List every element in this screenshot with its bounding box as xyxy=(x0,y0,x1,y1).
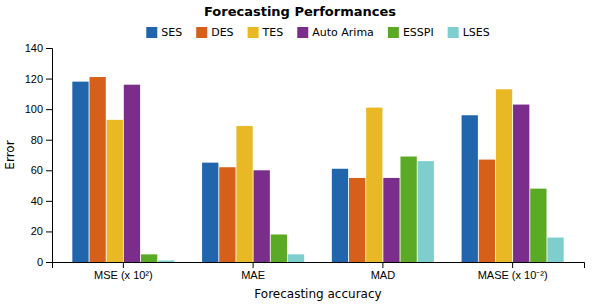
x-tick: MAE xyxy=(241,262,265,281)
bar xyxy=(158,260,174,262)
series xyxy=(158,161,564,262)
tick-label: 40 xyxy=(31,195,43,207)
bar xyxy=(418,161,434,262)
legend-label: DES xyxy=(211,26,233,39)
y-tick: 40 xyxy=(31,195,52,207)
tick-mark xyxy=(46,231,52,232)
bar xyxy=(366,108,382,262)
tick-label: MAE xyxy=(241,269,265,281)
legend-label: LSES xyxy=(463,26,490,39)
bar xyxy=(271,234,287,262)
plot-area: 0 20 40 60 80 100 120 140 MSE (x 10²) MAE MAD MASE … xyxy=(25,42,585,281)
title: Forecasting Performances xyxy=(204,4,396,19)
legend-item: TES xyxy=(248,26,284,39)
legend-item: ESSPI xyxy=(388,26,434,39)
tick-mark xyxy=(123,262,124,268)
tick-mark xyxy=(253,262,254,268)
bar xyxy=(141,254,157,262)
bar xyxy=(513,105,529,262)
y-tick: 140 xyxy=(25,42,52,54)
legend-swatch xyxy=(146,27,157,38)
tick-mark xyxy=(46,140,52,141)
bar xyxy=(288,254,304,262)
bar xyxy=(400,157,416,262)
tick-label: MSE (x 10²) xyxy=(94,269,153,281)
x-tick: MASE (x 10⁻²) xyxy=(478,262,548,281)
y-tick: 20 xyxy=(31,225,52,237)
bar xyxy=(89,77,105,262)
tick-label: 60 xyxy=(31,164,43,176)
legend-swatch xyxy=(388,27,399,38)
legend-label: Auto Arima xyxy=(312,26,374,39)
tick-label: 0 xyxy=(37,256,43,268)
bar xyxy=(236,126,252,262)
legend-item: LSES xyxy=(448,26,490,39)
tick-mark xyxy=(46,262,52,263)
bar xyxy=(72,82,88,262)
bar xyxy=(219,167,235,262)
series xyxy=(72,82,478,262)
x-tick: MSE (x 10²) xyxy=(94,262,153,281)
bar xyxy=(462,115,478,262)
x-tick: MAD xyxy=(371,262,396,281)
y-tick: 120 xyxy=(25,73,52,85)
bar xyxy=(349,178,365,262)
x-axis: MSE (x 10²) MAE MAD MASE (x 10⁻²) xyxy=(53,262,585,281)
legend-label: TES xyxy=(262,26,284,39)
legend-swatch xyxy=(297,27,308,38)
tick-mark xyxy=(512,262,513,268)
tick-label: MASE (x 10⁻²) xyxy=(478,269,548,281)
legend-item: SES xyxy=(146,26,182,39)
tick-label: MAD xyxy=(371,269,396,281)
bar xyxy=(496,89,512,262)
legend-label: SES xyxy=(161,26,182,39)
tick-label: 120 xyxy=(25,73,43,85)
y-tick: 60 xyxy=(31,164,52,176)
tick-mark xyxy=(46,79,52,80)
bar xyxy=(107,120,123,262)
x-axis-title: Forecasting accuracy xyxy=(254,287,381,301)
bar xyxy=(530,189,546,262)
bars xyxy=(72,77,563,262)
series xyxy=(141,157,547,262)
legend-item: DES xyxy=(196,26,233,39)
bar xyxy=(547,238,563,262)
legend: SES DES TES Auto Arima ESSPI LSES xyxy=(146,26,489,39)
tick-mark xyxy=(46,109,52,110)
axis-line xyxy=(53,263,585,269)
tick-mark xyxy=(382,262,383,268)
y-tick: 100 xyxy=(25,103,52,115)
y-tick: 80 xyxy=(31,134,52,146)
tick-mark xyxy=(46,170,52,171)
tick-label: 80 xyxy=(31,134,43,146)
tick-mark xyxy=(46,201,52,202)
y-tick: 0 xyxy=(37,256,52,268)
tick-label: 140 xyxy=(25,42,43,54)
legend-swatch xyxy=(448,27,459,38)
series xyxy=(107,89,513,262)
series xyxy=(124,85,530,262)
legend-swatch xyxy=(248,27,259,38)
bar xyxy=(479,160,495,262)
bar xyxy=(202,163,218,262)
bar xyxy=(124,85,140,262)
bar xyxy=(383,178,399,262)
series xyxy=(89,77,495,262)
bar xyxy=(254,170,270,262)
chart: Forecasting Performances 0 20 40 60 80 100 120 1… xyxy=(0,0,600,306)
y-axis-title: Error xyxy=(3,140,17,169)
tick-label: 20 xyxy=(31,225,43,237)
legend-label: ESSPI xyxy=(403,26,434,39)
axis-line xyxy=(46,49,53,263)
legend-swatch xyxy=(196,27,207,38)
bar xyxy=(332,169,348,262)
tick-mark xyxy=(46,48,52,49)
y-axis: 0 20 40 60 80 100 120 140 xyxy=(25,42,53,268)
tick-label: 100 xyxy=(25,103,43,115)
legend-item: Auto Arima xyxy=(297,26,374,39)
